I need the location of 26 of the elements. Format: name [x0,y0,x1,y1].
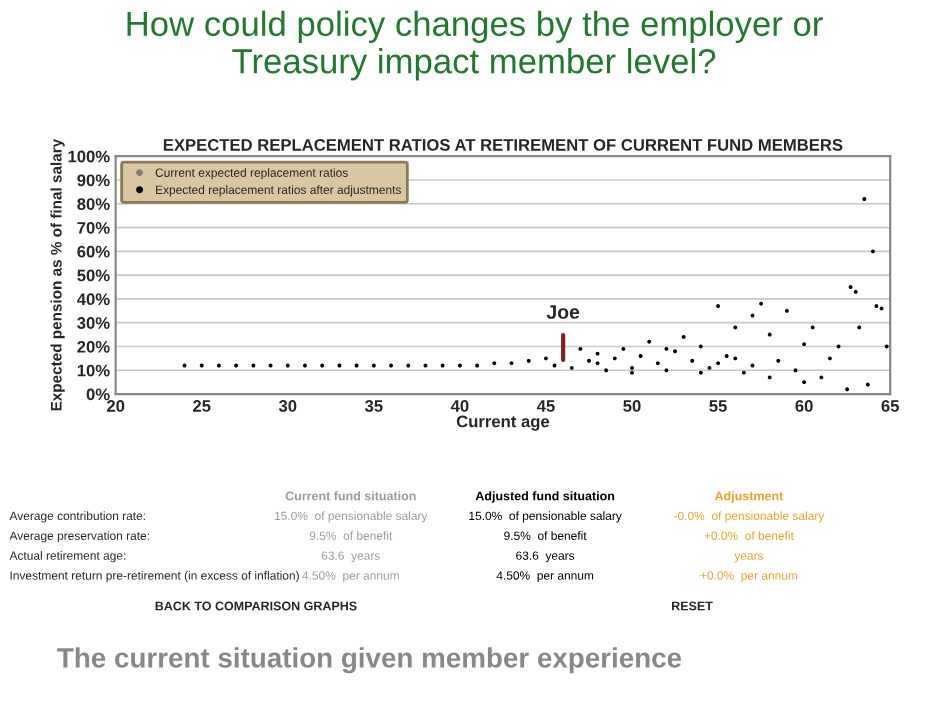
y-tick-label: 80% [77,198,110,210]
y-tick-label: 70% [77,221,110,234]
y-tick-label: 100% [68,150,110,163]
x-tick-label: 55 [709,400,727,412]
x-axis-title: Current age [456,415,550,431]
y-tick-label: 30% [77,317,110,329]
x-tick-label: 25 [193,400,211,412]
chart-title: How could policy changes by the employer or Treasury impact member level? [127,10,823,81]
y-tick-label: 40% [77,293,110,306]
x-tick-label: 50 [623,400,641,412]
x-tick-label: 45 [536,400,555,412]
y-tick-label: 90% [77,174,110,187]
y-tick-label: 0% [86,388,110,401]
y-tick-label: 50% [77,269,110,282]
x-tick-label: 65 [881,400,899,412]
x-tick-label: 40 [450,400,469,412]
x-tick-label: 20 [106,400,125,412]
x-tick-label: 60 [795,400,813,412]
y-tick-label: 10% [77,364,110,377]
chart-subtitle: EXPECTED REPLACEMENT RATIOS AT RETIREMENT OF CURRENT FUND MEMBERS [163,139,843,151]
x-tick-label: 30 [278,400,297,412]
text: The current situation given member experience [57,647,682,674]
y-tick-label: 20% [77,340,110,353]
x-tick-label: 35 [364,400,383,412]
y-tick-label: 60% [77,245,110,258]
annotation: Joe [546,305,580,319]
